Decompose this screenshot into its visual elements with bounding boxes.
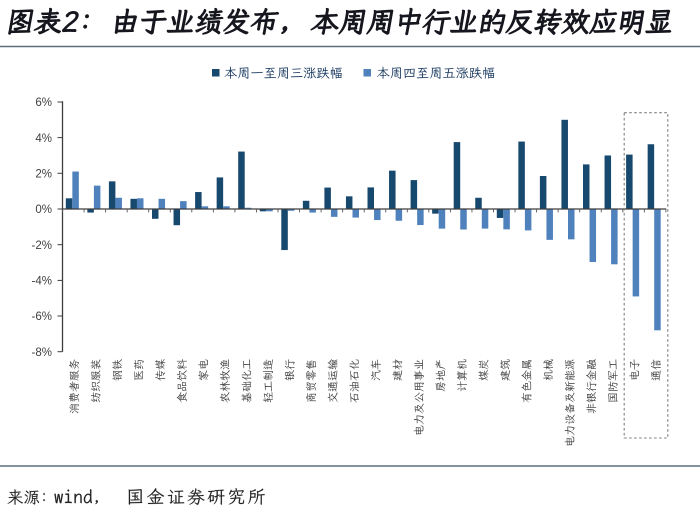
svg-text:0%: 0% (35, 204, 52, 216)
svg-text:2%: 2% (35, 169, 52, 181)
svg-text:-8%: -8% (32, 347, 52, 359)
svg-text:6%: 6% (35, 97, 52, 109)
svg-text:4%: 4% (35, 133, 52, 145)
svg-text:-6%: -6% (32, 311, 52, 323)
svg-text:-2%: -2% (32, 240, 52, 252)
svg-text:-4%: -4% (32, 276, 52, 288)
